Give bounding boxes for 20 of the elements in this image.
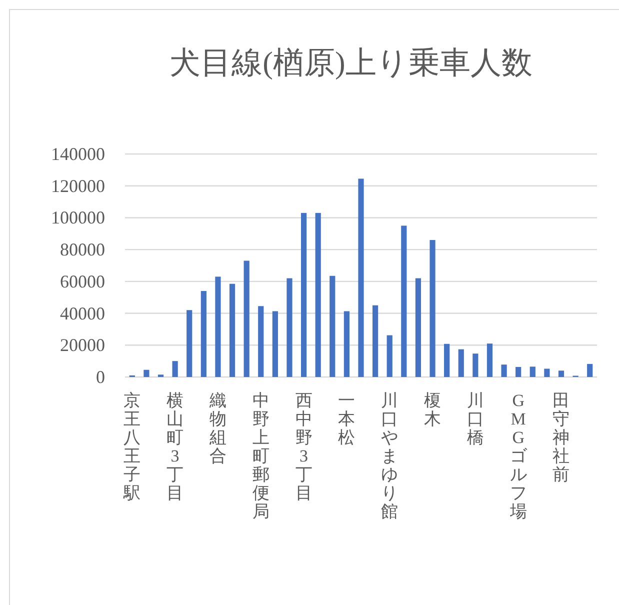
ytick: 100000 <box>51 208 105 228</box>
title: 犬目線(楢原)上り乗車人数 <box>170 45 532 80</box>
ytick: 40000 <box>60 303 105 324</box>
xtick: 中野上町郵便局 <box>252 391 270 521</box>
xtick: 川口橋 <box>466 391 484 447</box>
xtick: 一本松 <box>338 391 356 447</box>
xtick: 榎木 <box>424 391 442 428</box>
xtick: 横山町3丁目 <box>166 391 184 502</box>
xtick: 川口やまゆり館 <box>381 391 398 521</box>
ytick: 80000 <box>60 240 105 260</box>
ytick: 120000 <box>51 176 105 196</box>
xtick: 西中野3丁目 <box>295 391 312 502</box>
ytick: 60000 <box>60 271 105 292</box>
xtick: 田守神社前 <box>552 391 570 484</box>
xtick: 京王八王子駅 <box>124 391 141 502</box>
ytick: 20000 <box>60 335 105 356</box>
xtick: 織物組合 <box>209 391 226 466</box>
ytick: 0 <box>96 367 105 387</box>
ytick: 140000 <box>51 144 105 164</box>
xtick: GMGゴルフ場 <box>510 391 527 521</box>
